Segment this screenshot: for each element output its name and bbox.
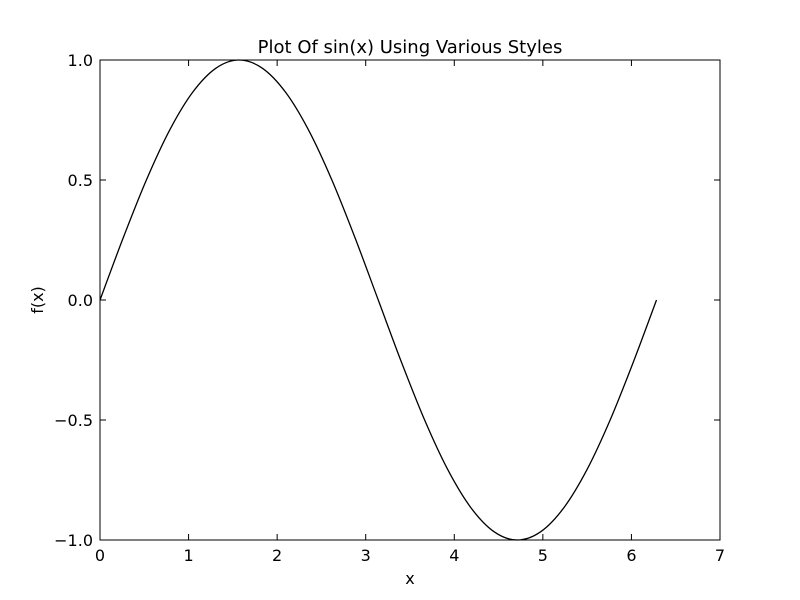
x-tick-label: 0 (95, 546, 105, 565)
x-tick-label: 5 (538, 546, 548, 565)
plot-area (100, 60, 720, 540)
chart-title: Plot Of sin(x) Using Various Styles (258, 37, 563, 58)
y-axis-label: f(x) (28, 286, 47, 314)
y-tick-label: −0.5 (54, 411, 93, 430)
x-tick-label: 7 (715, 546, 725, 565)
axes-frame (99, 59, 721, 541)
x-tick-label: 6 (626, 546, 636, 565)
x-tick-label: 2 (272, 546, 282, 565)
x-tick-label: 1 (183, 546, 193, 565)
x-tick-label: 4 (449, 546, 459, 565)
y-tick-label: 0.5 (68, 171, 93, 190)
y-tick-label: 0.0 (68, 291, 93, 310)
x-tick-label: 3 (361, 546, 371, 565)
y-tick-label: −1.0 (54, 531, 93, 550)
x-axis-label: x (405, 569, 414, 588)
y-tick-label: 1.0 (68, 51, 93, 70)
series-line-0 (99, 59, 658, 541)
